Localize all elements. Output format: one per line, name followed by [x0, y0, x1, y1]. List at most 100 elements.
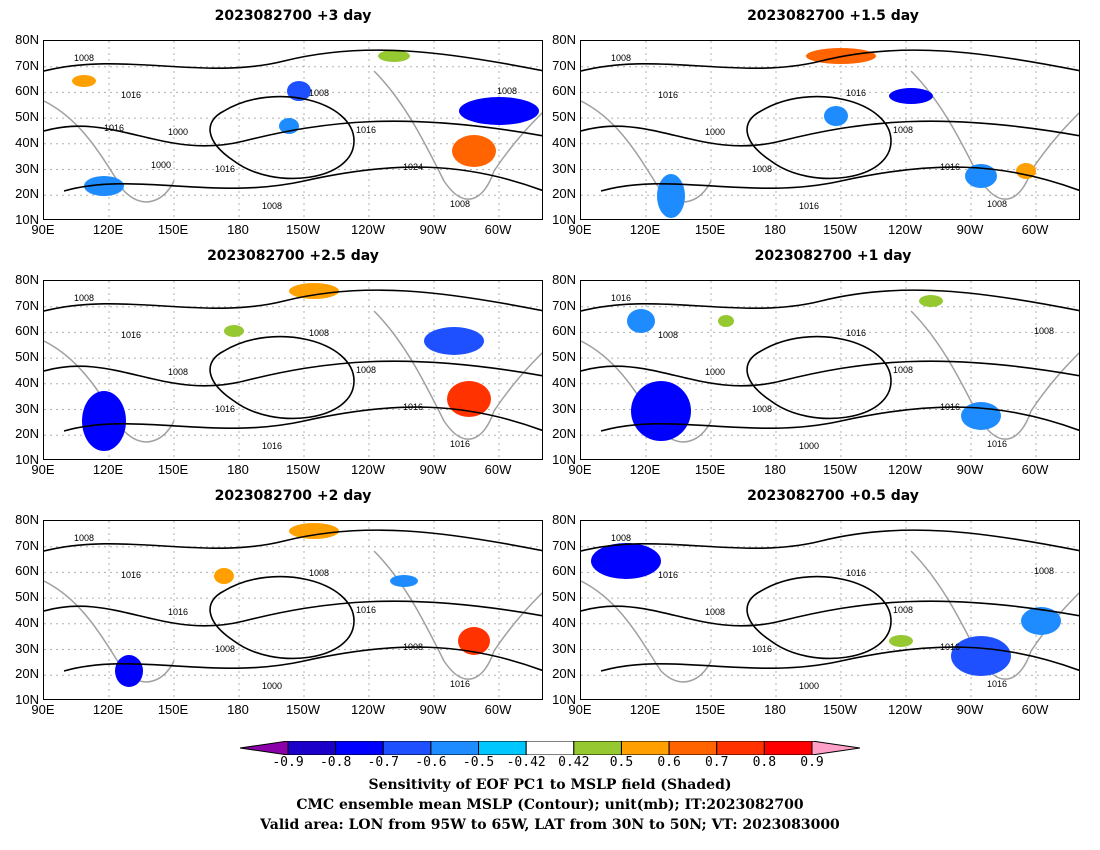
lat-label: 50N	[552, 349, 576, 365]
colorbar-segment	[478, 741, 527, 755]
lat-label: 30N	[15, 160, 39, 176]
colorbar-segment	[763, 741, 813, 755]
lon-label: 90W	[419, 222, 447, 237]
contour-label: 1016	[987, 679, 1007, 689]
isobar-contour	[600, 646, 1079, 672]
isobar-contour	[44, 600, 542, 627]
colorbar-tick-label: -0.5	[462, 755, 495, 770]
lat-label: 30N	[552, 160, 576, 176]
caption-line-3: Valid area: LON from 95W to 65W, LAT fro…	[260, 817, 840, 833]
lat-label: 40N	[15, 134, 39, 150]
sensitivity-shading	[82, 391, 126, 451]
contour-label: 1008	[74, 293, 94, 303]
contour-label: 1016	[104, 123, 124, 133]
isobar-contour	[209, 95, 355, 180]
contour-label: 1008	[611, 533, 631, 543]
contour-label: 1000	[705, 367, 725, 377]
lon-label: 90E	[568, 702, 592, 717]
sensitivity-shading	[1021, 607, 1061, 635]
lat-label: 20N	[552, 666, 576, 682]
lon-label: 180	[764, 702, 786, 717]
contour-label: 1016	[799, 201, 819, 211]
lon-label: 150E	[694, 702, 726, 717]
lon-label: 120E	[92, 702, 124, 717]
isobar-contour	[44, 289, 542, 312]
contour-label: 1016	[658, 90, 678, 100]
colorbar-tick-label: 0.9	[800, 755, 824, 770]
lon-label: 150W	[286, 462, 320, 477]
lat-label: 10N	[552, 211, 576, 227]
lat-label: 10N	[15, 211, 39, 227]
sensitivity-shading	[390, 575, 418, 587]
map-panel-p6: 1008 1016 1008 1016 1000 1016 1008 1016 1016 1008	[580, 520, 1080, 700]
isobar-contour	[746, 95, 892, 180]
caption-line-2: CMC ensemble mean MSLP (Contour); unit(m…	[296, 797, 804, 813]
sensitivity-shading	[115, 655, 143, 687]
isobar-contour	[581, 49, 1079, 72]
lon-label: 90W	[419, 462, 447, 477]
lon-label: 60W	[1021, 462, 1049, 477]
sensitivity-shading	[447, 381, 491, 417]
colorbar-segment	[573, 741, 622, 755]
lat-label: 70N	[15, 297, 39, 313]
lon-label: 120W	[888, 462, 922, 477]
panel-title-p5: 2023082700 +2 day	[214, 488, 372, 504]
isobar-contour	[581, 600, 1079, 627]
lat-label: 70N	[552, 57, 576, 73]
sensitivity-shading	[214, 568, 234, 584]
sensitivity-shading	[627, 309, 655, 333]
lat-label: 50N	[15, 589, 39, 605]
lat-label: 40N	[15, 374, 39, 390]
contour-label: 1000	[705, 127, 725, 137]
lat-label: 80N	[15, 272, 39, 287]
colorbar-tick-label: 0.5	[609, 755, 634, 770]
lon-label: 90E	[31, 702, 55, 717]
lat-label: 10N	[552, 451, 576, 467]
map-canvas: 1016 1008 1000 1008 1000 1016 1008 1016 1016 1008	[581, 281, 1079, 459]
sensitivity-shading	[378, 50, 410, 62]
lon-label: 90E	[568, 462, 592, 477]
lon-label: 120E	[629, 702, 661, 717]
isobar-contour	[63, 646, 542, 672]
lat-label: 50N	[15, 109, 39, 125]
colorbar-tick-label: -0.6	[415, 755, 447, 770]
sensitivity-shading	[84, 176, 124, 196]
isobar-contour	[44, 120, 542, 147]
colorbar-tick-label: -0.9	[272, 755, 304, 770]
caption-line-1: Sensitivity of EOF PC1 to MSLP field (Sh…	[368, 777, 732, 793]
sensitivity-shading	[424, 327, 484, 355]
lat-label: 80N	[552, 512, 576, 527]
lat-label: 30N	[15, 400, 39, 416]
lon-label: 120W	[351, 462, 385, 477]
sensitivity-shading	[591, 543, 661, 579]
contour-label: 1008	[1034, 326, 1054, 336]
contour-label: 1000	[168, 127, 188, 137]
contour-label: 1016	[168, 607, 188, 617]
contour-label: 1008	[168, 367, 188, 377]
contour-label: 1016	[403, 402, 423, 412]
colorbar-tick-label: -0.42	[506, 755, 546, 770]
isobar-contour	[44, 529, 542, 552]
contour-label: 1016	[121, 570, 141, 580]
lon-label: 180	[227, 222, 249, 237]
lon-label: 120E	[629, 462, 661, 477]
panel-title-p6: 2023082700 +0.5 day	[747, 488, 919, 504]
colorbar-right-arrow	[811, 741, 860, 755]
lon-label: 90W	[956, 702, 984, 717]
sensitivity-shading	[289, 283, 339, 299]
lon-label: 90E	[31, 222, 55, 237]
contour-label: 1016	[940, 162, 960, 172]
lon-label: 180	[764, 462, 786, 477]
sensitivity-shading	[452, 135, 496, 167]
lat-label: 80N	[15, 512, 39, 527]
isobar-contour	[581, 529, 1079, 552]
lon-label: 120W	[351, 222, 385, 237]
contour-label: 1016	[940, 402, 960, 412]
isobar-contour	[581, 360, 1079, 387]
lon-label: 60W	[1021, 222, 1049, 237]
lat-label: 50N	[552, 589, 576, 605]
map-canvas: 1008 1016 1000 1016 1008 1008 1016 1024 1008 1008…	[44, 41, 542, 219]
lat-label: 40N	[15, 614, 39, 630]
contour-label: 1008	[215, 644, 235, 654]
lon-label: 150E	[157, 222, 189, 237]
